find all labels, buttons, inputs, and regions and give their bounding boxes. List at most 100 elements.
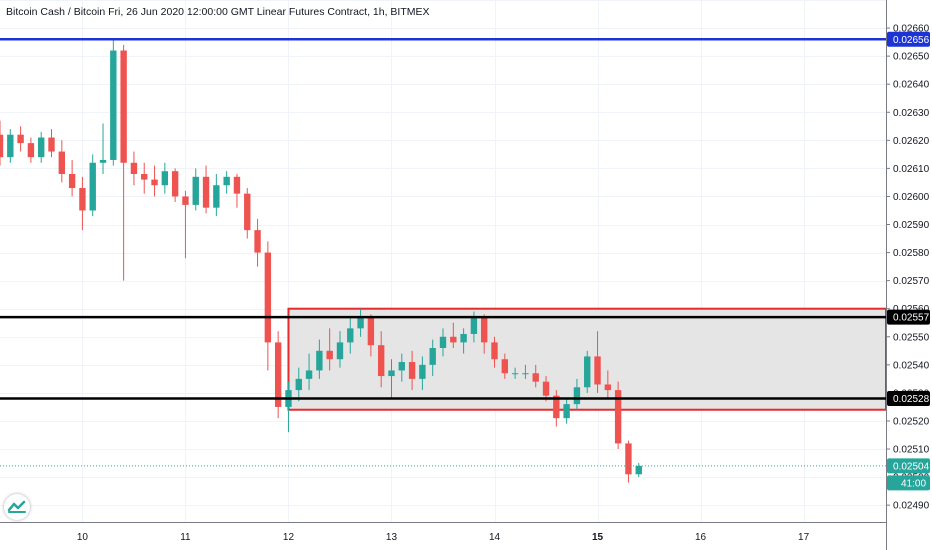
candle-body	[0, 134, 4, 158]
time-axis-label: 12	[283, 532, 295, 543]
candle-body	[130, 162, 138, 174]
tradingview-logo[interactable]	[4, 494, 30, 520]
candle-body	[481, 317, 488, 343]
candle-body	[439, 336, 447, 348]
price-axis-label: 0.02590	[893, 220, 930, 231]
candle-body	[141, 174, 148, 180]
price-axis-label: 0.02650	[893, 52, 930, 63]
candle-body	[614, 390, 622, 444]
candle-body	[295, 378, 302, 391]
price-line-label-bg	[887, 391, 930, 407]
candle-body	[542, 381, 550, 396]
candle-body	[27, 143, 35, 158]
time-axis-label: 16	[695, 532, 707, 543]
tradingview-logo-icon	[7, 500, 26, 513]
candle-body	[202, 176, 210, 208]
candle-body	[38, 137, 45, 158]
candle-body	[110, 50, 117, 160]
candle-body	[99, 159, 107, 163]
price-axis-label: 0.02640	[893, 80, 930, 91]
countdown-label-bg	[887, 475, 930, 491]
candle-body	[563, 404, 570, 419]
candle-body	[419, 364, 426, 379]
candle-body	[429, 348, 436, 365]
candle-body	[58, 151, 66, 174]
candles	[0, 39, 642, 483]
candle-body	[79, 188, 86, 211]
price-axis-label: 0.02580	[893, 248, 930, 259]
candle-body	[336, 342, 344, 360]
candle-body	[316, 350, 323, 371]
candle-body	[460, 333, 467, 343]
candle-body	[635, 465, 642, 475]
last-price-label-bg	[887, 458, 930, 474]
candle-body	[501, 359, 509, 374]
price-line-label: 0.02528	[893, 394, 930, 405]
candle-body	[161, 171, 169, 186]
candle-body	[625, 443, 632, 475]
candle-body	[470, 317, 478, 334]
price-axis-label: 0.02550	[893, 332, 930, 343]
time-axis-label: 14	[489, 532, 501, 543]
candle-body	[511, 373, 519, 375]
candle-body	[326, 350, 333, 360]
candle-body	[233, 176, 241, 194]
price-axis-label: 0.02490	[893, 501, 930, 512]
candle-body	[244, 193, 251, 231]
countdown-label: 41:00	[901, 478, 926, 489]
candle-body	[594, 356, 601, 385]
candle-body	[522, 373, 529, 375]
time-axis-label: 15	[592, 532, 604, 543]
candle-body	[151, 179, 158, 186]
price-axis-label: 0.02520	[893, 416, 930, 427]
price-axis-label: 0.02540	[893, 360, 930, 371]
candle-body	[213, 185, 220, 208]
candle-body	[532, 373, 539, 382]
candle-body	[408, 362, 416, 379]
candle-body	[89, 162, 96, 211]
candle-body	[48, 137, 55, 152]
candle-body	[171, 171, 179, 197]
candle-body	[305, 370, 313, 379]
time-axis-label: 13	[386, 532, 398, 543]
candle-body	[450, 336, 457, 343]
time-axis-label: 10	[77, 532, 89, 543]
candle-body	[367, 317, 375, 346]
candle-body	[182, 196, 189, 205]
candle-body	[264, 252, 272, 343]
candle-body	[553, 395, 560, 419]
price-axis-label: 0.02630	[893, 108, 930, 119]
price-line-label-bg	[887, 309, 930, 325]
candle-body	[491, 342, 498, 360]
time-axis-label: 17	[798, 532, 810, 543]
price-axis-label: 0.02570	[893, 276, 930, 287]
price-line-label: 0.02656	[893, 35, 930, 46]
price-line-label: 0.02557	[893, 313, 930, 324]
last-price-label: 0.02504	[893, 461, 930, 472]
chart-title: Bitcoin Cash / Bitcoin Fri, 26 Jun 2020 …	[6, 6, 430, 18]
price-axis-label: 0.02510	[893, 445, 930, 456]
candle-body	[573, 387, 581, 405]
candle-body	[584, 356, 591, 388]
grid	[0, 0, 886, 522]
time-axis-label: 11	[180, 532, 191, 543]
candle-body	[223, 176, 230, 186]
candle-body	[192, 176, 199, 205]
price-axis-label: 0.02660	[893, 24, 930, 35]
candle-body	[398, 362, 405, 371]
candle-body	[604, 384, 612, 391]
candle-body	[254, 230, 261, 253]
candle-body	[347, 328, 354, 343]
candle-body	[357, 317, 364, 329]
price-axis-label: 0.02620	[893, 136, 930, 147]
candle-body	[68, 174, 76, 189]
price-axis-label: 0.02610	[893, 164, 930, 175]
candle-body	[17, 134, 24, 144]
candle-body	[274, 342, 282, 407]
candle-body	[7, 134, 14, 158]
time-axis: 10 11 12 13 14 15 16 17	[77, 532, 810, 543]
candle-body	[388, 370, 395, 377]
candle-body	[120, 50, 127, 163]
price-line-label-bg	[887, 31, 930, 47]
